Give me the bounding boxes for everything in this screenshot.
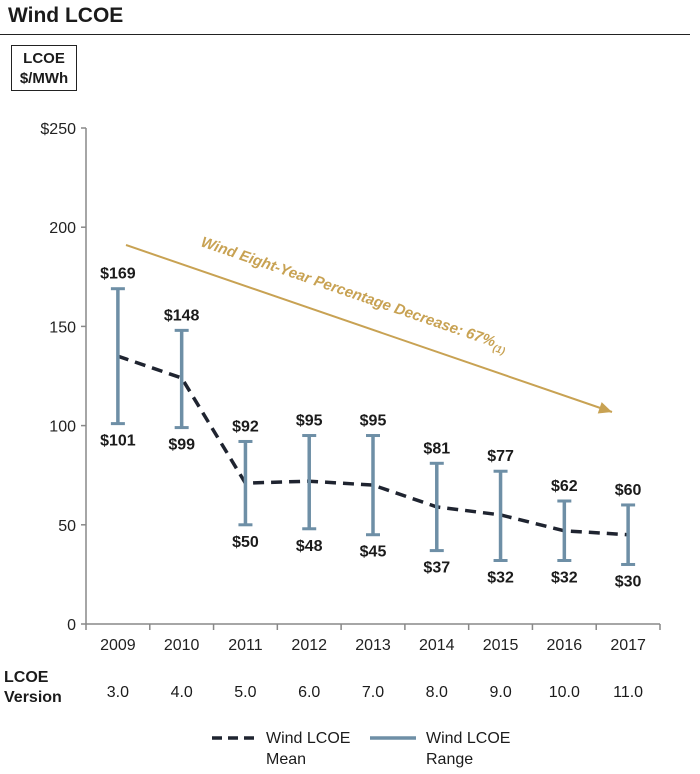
legend-range-line1: Wind LCOE	[426, 730, 511, 747]
x-tick-label: 2010	[164, 637, 200, 654]
version-value: 4.0	[170, 684, 193, 701]
page-title: Wind LCOE	[8, 4, 124, 27]
title-divider	[0, 34, 690, 35]
y-tick-label: 50	[58, 518, 76, 535]
legend-range-label: Wind LCOE Range	[426, 728, 546, 770]
y-tick-label: 150	[49, 319, 76, 336]
annotation-arrow-line	[125, 244, 613, 413]
wind-lcoe-chart: 0 50 100 150 200 $250 2009 2010 2011 2012 2013 2014…	[40, 121, 661, 654]
range-low-label: $101	[100, 433, 136, 450]
x-tick-label: 2017	[610, 637, 646, 654]
version-value: 6.0	[298, 684, 321, 701]
legend-mean-line1: Wind LCOE	[266, 730, 351, 747]
version-value: 7.0	[361, 684, 385, 701]
range-high-label: $62	[551, 478, 578, 495]
range-low-label: $30	[615, 573, 642, 590]
legend-mean-swatch	[212, 736, 256, 740]
range-high-label: $169	[100, 266, 136, 283]
unit-label-box: LCOE $/MWh	[11, 45, 77, 91]
y-tick-label: $250	[40, 121, 76, 138]
legend-range-line2: Range	[426, 751, 474, 768]
range-low-label: $50	[232, 534, 259, 551]
range-low-label: $45	[360, 544, 387, 561]
unit-label-line1: LCOE	[23, 50, 65, 67]
x-tick-label: 2016	[547, 637, 583, 654]
y-tick-label: 200	[49, 220, 76, 237]
range-low-label: $48	[296, 538, 323, 555]
y-tick-label: 0	[67, 617, 76, 634]
range-high-label: $95	[360, 413, 387, 430]
legend-item-range: Wind LCOE Range	[370, 728, 546, 770]
x-tick-label: 2009	[100, 637, 136, 654]
version-label-line2: Version	[4, 689, 62, 706]
annotation-text: Wind Eight-Year Percentage Decrease: 67%…	[198, 234, 510, 358]
version-value: 9.0	[489, 684, 512, 701]
legend-range-swatch	[370, 736, 416, 740]
legend-mean-label: Wind LCOE Mean	[266, 728, 386, 770]
version-value: 5.0	[234, 684, 257, 701]
range-high-label: $95	[296, 413, 323, 430]
legend-mean-line2: Mean	[266, 751, 307, 768]
range-high-label: $81	[423, 440, 450, 457]
range-high-label: $77	[487, 448, 514, 465]
y-tick-label: 100	[49, 419, 76, 436]
legend-item-mean: Wind LCOE Mean	[212, 728, 386, 770]
range-high-label: $148	[164, 307, 200, 324]
annotation-arrow-head	[597, 402, 612, 414]
range-low-label: $37	[423, 560, 450, 577]
unit-label-line2: $/MWh	[19, 70, 69, 87]
x-tick-label: 2014	[419, 637, 455, 654]
range-high-label: $92	[232, 418, 259, 435]
version-label-line1: LCOE	[4, 669, 49, 686]
x-tick-label: 2013	[355, 637, 391, 654]
version-value: 10.0	[548, 684, 580, 701]
range-low-label: $32	[551, 570, 578, 587]
x-tick-label: 2015	[483, 637, 519, 654]
x-tick-label: 2011	[228, 637, 263, 654]
range-low-label: $32	[487, 570, 514, 587]
range-high-label: $60	[615, 482, 642, 499]
version-value: 3.0	[106, 684, 130, 701]
version-value: 11.0	[613, 684, 644, 701]
version-row-label: LCOE Version	[4, 668, 62, 708]
version-value: 8.0	[425, 684, 448, 701]
mean-series-line	[117, 354, 629, 537]
range-low-label: $99	[168, 437, 195, 454]
x-tick-label: 2012	[291, 637, 327, 654]
